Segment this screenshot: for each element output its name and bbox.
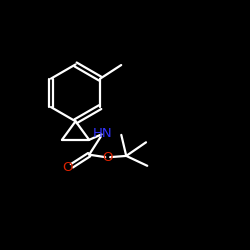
Text: O: O — [62, 160, 73, 173]
Text: HN: HN — [93, 127, 112, 140]
Text: O: O — [102, 151, 113, 164]
